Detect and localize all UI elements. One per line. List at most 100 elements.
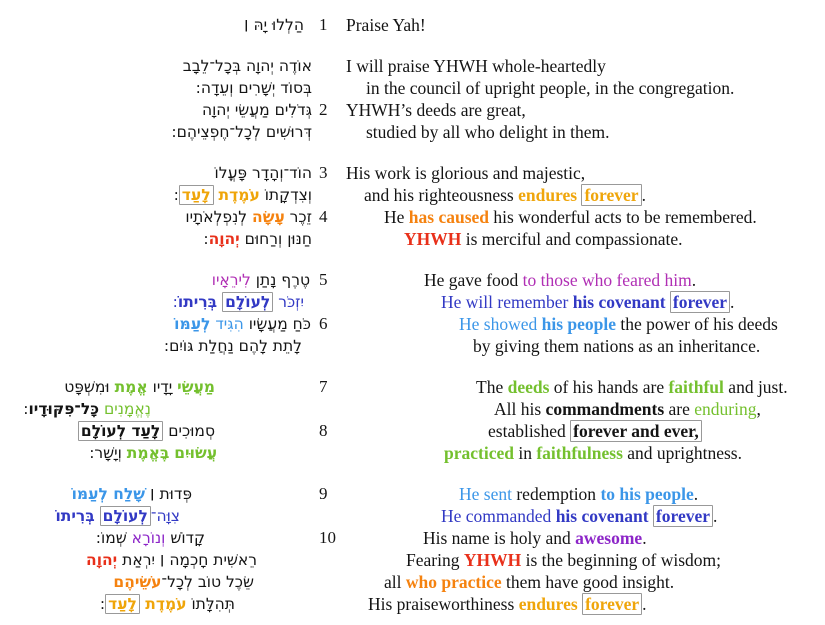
- text-segment: His name is holy and: [423, 528, 576, 548]
- english-text: He gave food to those who feared him.: [346, 270, 696, 290]
- text-segment: Praise Yah!: [346, 15, 426, 35]
- hebrew-text: עֲשׂוּיִם בֶּאֱמֶת וְיָשָׁר:: [89, 444, 312, 462]
- hebrew-line: בְּסוֹד יְשָׁרִים וְעֵדָה:: [0, 77, 312, 99]
- text-segment: are: [664, 399, 695, 419]
- english-text: His praiseworthiness endures forever.: [346, 593, 647, 615]
- text-segment: in: [513, 443, 537, 463]
- highlighted-word: מַעֲשֵׂי: [177, 378, 215, 396]
- text-segment: .: [713, 506, 718, 526]
- hebrew-line: סְמוּכִים לָעַד לְעוֹלָם: [0, 420, 312, 442]
- hebrew-text: שֵׂכֶל טוֹב לְכָל־עֹשֵׂיהֶם: [113, 573, 312, 591]
- verse-number: [312, 398, 346, 420]
- verse-number: 10: [319, 528, 336, 547]
- text-segment: הוֹד־וְהָדָר פָּעֳלוֹ: [214, 164, 312, 182]
- english-line: The deeds of his hands are faithful and …: [346, 376, 825, 398]
- english-line: He sent redemption to his people.: [346, 483, 825, 505]
- highlighted-word: his people: [541, 314, 617, 334]
- english-text: He will remember his covenant forever.: [346, 291, 734, 313]
- hebrew-text: יִזְכֹּר לְעוֹלָם בְּרִיתוֹ:: [173, 292, 312, 312]
- psalm-line-row: צִוָּה־לְעוֹלָם בְּרִיתוֹ He commanded hi…: [0, 505, 825, 527]
- verse-number: [312, 55, 346, 77]
- hebrew-line: עֲשׂוּיִם בֶּאֱמֶת וְיָשָׁר:: [0, 442, 312, 464]
- text-segment: לָתֵת לָהֶם נַחֲלַת גּוֹיִם:: [163, 337, 302, 355]
- stanza: אוֹדֶה יְהוָה בְּכָל־לֵבָב I will praise …: [0, 55, 825, 143]
- hebrew-text: רֵאשִׁית חָכְמָה ׀ יִרְאַת יְהוָה: [86, 551, 312, 569]
- english-text: in the council of upright people, in the…: [346, 78, 734, 98]
- text-segment: יָדָיו: [147, 378, 178, 396]
- boxed-word: לְעוֹלָם: [222, 292, 274, 312]
- highlighted-word: עֹשֵׂיהֶם: [113, 573, 162, 591]
- psalm-line-row: לָתֵת לָהֶם נַחֲלַת גּוֹיִם: by giving th…: [0, 335, 825, 357]
- hebrew-line: נֶאֱמָנִים כָּל־פִּקּוּדָיו:: [0, 398, 312, 420]
- english-line: He commanded his covenant forever.: [346, 505, 825, 527]
- verse-number: [312, 335, 346, 357]
- stanza: פְּדוּת ׀ שָׁלַח לְעַמּוֹ 9 He sent redemp…: [0, 483, 825, 615]
- text-segment: is the beginning of wisdom;: [521, 550, 721, 570]
- verse-number: 6: [319, 314, 328, 333]
- english-line: All his commandments are enduring,: [346, 398, 825, 420]
- highlighted-word: YHWH: [463, 550, 522, 570]
- psalm-line-row: וְצִדְקָתוֹ עֹמֶדֶת לָעַד: and his righte…: [0, 184, 825, 206]
- text-segment: them have good insight.: [501, 572, 675, 592]
- text-segment: :: [173, 186, 179, 204]
- highlighted-word: לְעַמּוֹ: [174, 315, 211, 333]
- highlighted-word: וְנוֹרָא: [131, 529, 166, 547]
- text-segment: the power of his deeds: [616, 314, 778, 334]
- text-segment: חַנּוּן וְרַחוּם: [239, 230, 312, 248]
- hebrew-text: אוֹדֶה יְהוָה בְּכָל־לֵבָב: [183, 57, 312, 75]
- psalm-line-row: רֵאשִׁית חָכְמָה ׀ יִרְאַת יְהוָה Fearing…: [0, 549, 825, 571]
- english-line: established forever and ever,: [346, 420, 825, 442]
- english-line: in the council of upright people, in the…: [346, 77, 825, 99]
- text-segment: וְצִדְקָתוֹ: [259, 186, 312, 204]
- text-segment: .: [642, 594, 647, 614]
- english-text: He sent redemption to his people.: [346, 484, 698, 504]
- psalm-line-row: דְּרוּשִׁים לְכָל־חֶפְצֵיהֶם: studied by …: [0, 121, 825, 143]
- text-segment: The: [476, 377, 508, 397]
- psalm-line-row: תְּהִלָּתוֹ עֹמֶדֶת לָעַד: His praisewort…: [0, 593, 825, 615]
- hebrew-line: צִוָּה־לְעוֹלָם בְּרִיתוֹ: [0, 505, 312, 527]
- english-line: He will remember his covenant forever.: [346, 291, 825, 313]
- boxed-word: forever: [581, 184, 642, 206]
- text-segment: קָדוֹשׁ: [165, 529, 205, 547]
- highlighted-word: He will remember: [441, 292, 573, 312]
- english-line: YHWH’s deeds are great,: [346, 99, 825, 121]
- english-text: He commanded his covenant forever.: [346, 505, 718, 527]
- hebrew-line: פְּדוּת ׀ שָׁלַח לְעַמּוֹ: [0, 483, 312, 505]
- english-text: All his commandments are enduring,: [346, 399, 761, 419]
- text-segment: He gave food: [424, 270, 523, 290]
- english-text: YHWH is merciful and compassionate.: [346, 229, 683, 249]
- verse-number: [312, 121, 346, 143]
- english-line: Praise Yah!: [346, 14, 825, 36]
- english-line: practiced in faithfulness and uprightnes…: [346, 442, 825, 464]
- highlighted-word: He showed: [459, 314, 542, 334]
- text-segment: I will praise YHWH whole-heartedly: [346, 56, 606, 76]
- psalm-line-row: יִזְכֹּר לְעוֹלָם בְּרִיתוֹ: He will reme…: [0, 291, 825, 313]
- text-segment: :: [203, 230, 209, 248]
- english-text: Praise Yah!: [346, 15, 426, 35]
- text-segment: and his righteousness: [364, 185, 519, 205]
- english-text: His name is holy and awesome.: [346, 528, 647, 548]
- highlighted-word: practiced: [444, 443, 514, 463]
- text-segment: established: [488, 421, 571, 441]
- english-line: He showed his people the power of his de…: [346, 313, 825, 335]
- highlighted-word: YHWH: [404, 229, 462, 249]
- highlighted-word: He commanded: [441, 506, 556, 526]
- text-segment: He: [384, 207, 409, 227]
- verse-number: 7: [319, 377, 328, 396]
- hebrew-line: רֵאשִׁית חָכְמָה ׀ יִרְאַת יְהוָה: [0, 549, 312, 571]
- english-line: by giving them nations as an inheritance…: [346, 335, 825, 357]
- hebrew-text: דְּרוּשִׁים לְכָל־חֶפְצֵיהֶם:: [171, 123, 312, 141]
- english-text: I will praise YHWH whole-heartedly: [346, 56, 606, 76]
- text-segment: שְׁמוֹ:: [95, 529, 132, 547]
- verse-number: [312, 291, 346, 313]
- hebrew-text: זֵכֶר עָשָׂה לְנִפְלְאֹתָיו: [185, 208, 312, 226]
- text-segment: Fearing: [406, 550, 464, 570]
- english-line: His name is holy and awesome.: [346, 527, 825, 549]
- verse-number: [312, 228, 346, 250]
- psalm-line-row: בְּסוֹד יְשָׁרִים וְעֵדָה: in the council…: [0, 77, 825, 99]
- hebrew-line: וְצִדְקָתוֹ עֹמֶדֶת לָעַד:: [0, 184, 312, 206]
- verse-number: [312, 77, 346, 99]
- highlighted-word: to those who feared him: [522, 270, 692, 290]
- text-segment: redemption: [511, 484, 601, 504]
